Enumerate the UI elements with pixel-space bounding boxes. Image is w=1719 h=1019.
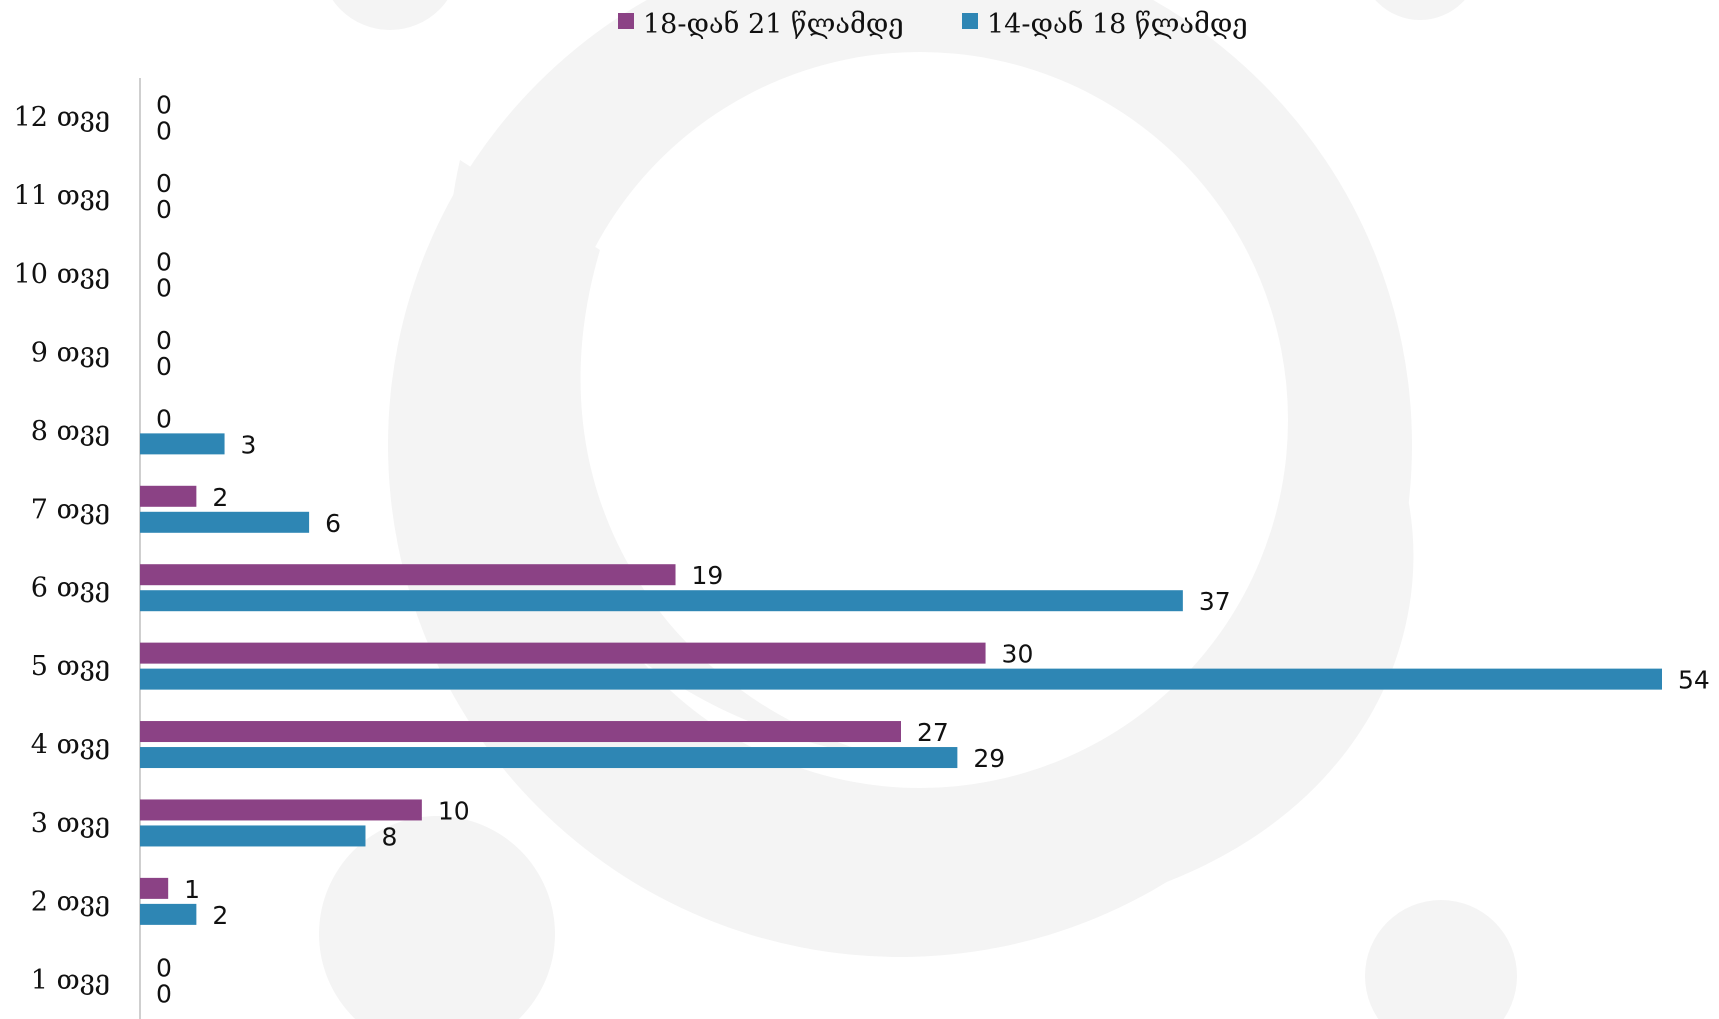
bar-series-1 — [140, 721, 901, 743]
bar-series-2 — [140, 590, 1183, 612]
watermark-dot-right — [1365, 900, 1517, 1019]
data-label-series-2: 0 — [156, 117, 172, 146]
data-label-series-1: 2 — [212, 483, 228, 512]
bar-series-1 — [140, 564, 676, 586]
watermark-dot-top-right — [1375, 0, 1465, 20]
data-label-series-1: 10 — [438, 796, 470, 825]
bar-series-1 — [140, 642, 986, 664]
bar-series-2 — [140, 511, 310, 533]
data-label-series-2: 6 — [325, 509, 341, 538]
data-label-series-1: 0 — [156, 248, 172, 277]
bars — [140, 433, 1662, 925]
data-label-series-2: 37 — [1199, 587, 1231, 616]
watermark-dot-left — [319, 816, 555, 1019]
bar-series-1 — [140, 485, 197, 507]
data-label-series-1: 0 — [156, 404, 172, 433]
data-label-series-1: 0 — [156, 953, 172, 982]
background-watermark-logo — [319, 0, 1517, 1019]
category-label: 4 თვე — [31, 730, 110, 761]
data-label-series-2: 3 — [241, 430, 257, 459]
category-label: 5 თვე — [31, 651, 110, 682]
category-label: 8 თვე — [31, 416, 110, 447]
category-label: 12 თვე — [14, 102, 110, 133]
data-label-series-2: 0 — [156, 352, 172, 381]
category-label: 9 თვე — [31, 337, 110, 368]
data-label-series-2: 0 — [156, 979, 172, 1008]
data-label-series-1: 1 — [184, 875, 200, 904]
watermark-dot-top-left — [332, 0, 448, 30]
bar-series-1 — [140, 799, 422, 821]
category-label: 10 თვე — [14, 259, 110, 290]
legend-swatch-2 — [962, 13, 978, 29]
data-label-series-2: 2 — [212, 901, 228, 930]
bar-series-2 — [140, 903, 197, 925]
watermark-swoosh-right — [1000, 350, 1414, 920]
data-label-series-2: 8 — [381, 822, 397, 851]
category-label: 1 თვე — [31, 965, 110, 996]
bar-series-1 — [140, 877, 169, 899]
data-label-series-1: 19 — [692, 561, 724, 590]
category-label: 2 თვე — [31, 886, 110, 917]
bar-series-2 — [140, 747, 958, 769]
legend: 18-დან 21 წლამდე 14-დან 18 წლამდე — [618, 9, 1247, 40]
category-label: 7 თვე — [31, 494, 110, 525]
bar-series-2 — [140, 825, 366, 847]
data-label-series-1: 27 — [917, 718, 949, 747]
data-label-series-2: 0 — [156, 274, 172, 303]
data-label-series-1: 0 — [156, 91, 172, 120]
bar-series-2 — [140, 668, 1662, 690]
legend-label-2: 14-დან 18 წლამდე — [987, 9, 1247, 40]
data-label-series-2: 54 — [1678, 666, 1710, 695]
category-label: 6 თვე — [31, 573, 110, 604]
category-label: 3 თვე — [31, 808, 110, 839]
legend-swatch-1 — [618, 13, 634, 29]
category-label: 11 თვე — [14, 181, 110, 212]
data-label-series-2: 0 — [156, 195, 172, 224]
watermark-swoosh-left — [447, 160, 900, 760]
data-label-series-1: 0 — [156, 326, 172, 355]
data-label-series-1: 0 — [156, 169, 172, 198]
category-labels: 1 თვე 2 თვე 3 თვე 4 თვე 5 თვე 6 თვე 7 თვე 8 თვე… — [14, 102, 110, 996]
data-label-series-2: 29 — [973, 744, 1005, 773]
data-label-series-1: 30 — [1002, 640, 1034, 669]
bar-series-2 — [140, 433, 225, 455]
legend-label-1: 18-დან 21 წლამდე — [643, 9, 903, 40]
